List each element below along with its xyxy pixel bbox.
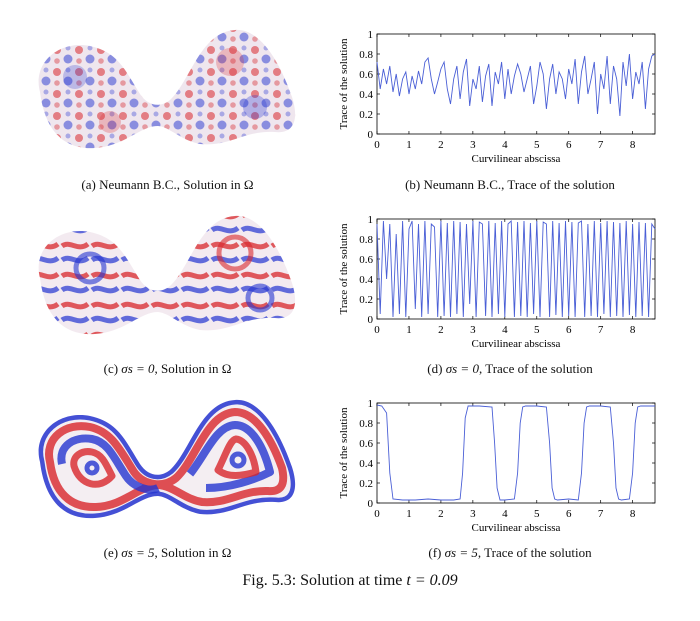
x-tick-label: 0 (374, 508, 380, 520)
x-axis-label: Curvilinear abscissa (472, 338, 561, 350)
caption-panel-c: (c) σs = 0, Solution in Ω (30, 361, 305, 377)
y-tick-label: 0.2 (359, 478, 373, 490)
caption-panel-e: (e) σs = 5, Solution in Ω (30, 545, 305, 561)
x-tick-label: 0 (374, 324, 380, 336)
x-tick-label: 5 (534, 508, 540, 520)
x-tick-label: 4 (502, 139, 508, 151)
caption-panel-d: (d) σs = 0, Trace of the solution (345, 361, 675, 377)
x-tick-label: 0 (374, 139, 380, 151)
y-tick-label: 0 (368, 314, 374, 326)
y-tick-label: 1 (368, 29, 374, 41)
x-tick-label: 1 (406, 508, 412, 520)
caption-panel-d-suffix: , Trace of the solution (478, 361, 593, 376)
caption-panel-f: (f) σs = 5, Trace of the solution (345, 545, 675, 561)
caption-panel-f-prefix: (f) (428, 545, 442, 560)
caption-panel-f-math: σs = 5 (444, 545, 478, 560)
y-axis-label: Trace of the solution (338, 38, 350, 129)
x-tick-label: 8 (630, 139, 636, 151)
caption-panel-d-prefix: (d) (427, 361, 443, 376)
trace-series-line (376, 53, 656, 117)
solution-field-sigma5 (38, 399, 296, 519)
trace-plot-sigma5: 0 0.2 0.4 0.6 0.8 1 0 1 2 3 4 5 6 7 8 Curvilinear absci… (338, 398, 656, 534)
y-tick-label: 0.4 (359, 89, 373, 101)
y-tick-label: 0.6 (359, 438, 373, 450)
caption-panel-d-math: σs = 0 (445, 361, 479, 376)
x-tick-label: 2 (438, 139, 444, 151)
y-tick-label: 0.8 (359, 49, 373, 61)
x-tick-label: 2 (438, 508, 444, 520)
x-tick-label: 6 (566, 508, 572, 520)
trace-plot-neumann: 0 0.2 0.4 0.6 0.8 1 0 1 2 3 4 5 6 7 8 Curvilinear absci… (338, 29, 656, 165)
caption-panel-b: (b) Neumann B.C., Trace of the solution (405, 177, 615, 192)
solution-field-sigma0 (38, 215, 296, 335)
x-tick-label: 6 (566, 139, 572, 151)
caption-panel-a: (a) Neumann B.C., Solution in Ω (81, 177, 254, 192)
x-tick-label: 4 (502, 324, 508, 336)
y-tick-label: 0.2 (359, 294, 373, 306)
plot-frame (376, 402, 656, 504)
figure-caption-text: Solution at time (300, 572, 403, 589)
y-tick-label: 0 (368, 498, 374, 510)
y-tick-label: 0.4 (359, 458, 373, 470)
y-tick-label: 0.4 (359, 274, 373, 286)
x-axis-label: Curvilinear abscissa (472, 522, 561, 534)
x-tick-label: 5 (534, 139, 540, 151)
x-tick-label: 4 (502, 508, 508, 520)
caption-panel-c-prefix: (c) (103, 361, 119, 376)
y-tick-label: 0.2 (359, 109, 373, 121)
figure-caption: Fig. 5.3: Solution at time t = 0.09 (0, 572, 700, 590)
y-tick-label: 0.6 (359, 254, 373, 266)
plot-frame (376, 33, 656, 135)
caption-panel-c-suffix: , Solution in Ω (154, 361, 232, 376)
x-tick-label: 6 (566, 324, 572, 336)
y-tick-label: 0.8 (359, 418, 373, 430)
figure-caption-math: t = 0.09 (406, 572, 458, 589)
solution-field-neumann (38, 29, 296, 149)
x-tick-label: 1 (406, 324, 412, 336)
y-tick-label: 0 (368, 129, 374, 141)
plot-frame (376, 218, 656, 320)
caption-panel-e-suffix: , Solution in Ω (154, 545, 232, 560)
x-tick-label: 1 (406, 139, 412, 151)
y-axis-label: Trace of the solution (338, 407, 350, 498)
trace-series-line (376, 219, 656, 318)
y-axis-label: Trace of the solution (338, 223, 350, 314)
x-tick-label: 3 (470, 139, 476, 151)
x-tick-label: 3 (470, 324, 476, 336)
figure-label: Fig. 5.3: (242, 572, 297, 589)
x-tick-label: 7 (598, 324, 604, 336)
y-tick-label: 0.8 (359, 234, 373, 246)
caption-panel-e-prefix: (e) (103, 545, 119, 560)
x-tick-label: 5 (534, 324, 540, 336)
trace-plot-sigma0: 0 0.2 0.4 0.6 0.8 1 0 1 2 3 4 5 6 7 8 Curvilinear absci… (338, 214, 656, 350)
caption-panel-f-suffix: , Trace of the solution (477, 545, 592, 560)
x-tick-label: 2 (438, 324, 444, 336)
trace-series-line (376, 404, 655, 501)
x-tick-label: 8 (630, 508, 636, 520)
caption-panel-c-math: σs = 0 (121, 361, 155, 376)
x-tick-label: 7 (598, 508, 604, 520)
y-tick-label: 1 (368, 398, 374, 410)
x-tick-label: 7 (598, 139, 604, 151)
x-axis-label: Curvilinear abscissa (472, 153, 561, 165)
y-tick-label: 0.6 (359, 69, 373, 81)
x-tick-label: 3 (470, 508, 476, 520)
caption-panel-e-math: σs = 5 (121, 545, 155, 560)
y-tick-label: 1 (368, 214, 374, 226)
x-tick-label: 8 (630, 324, 636, 336)
